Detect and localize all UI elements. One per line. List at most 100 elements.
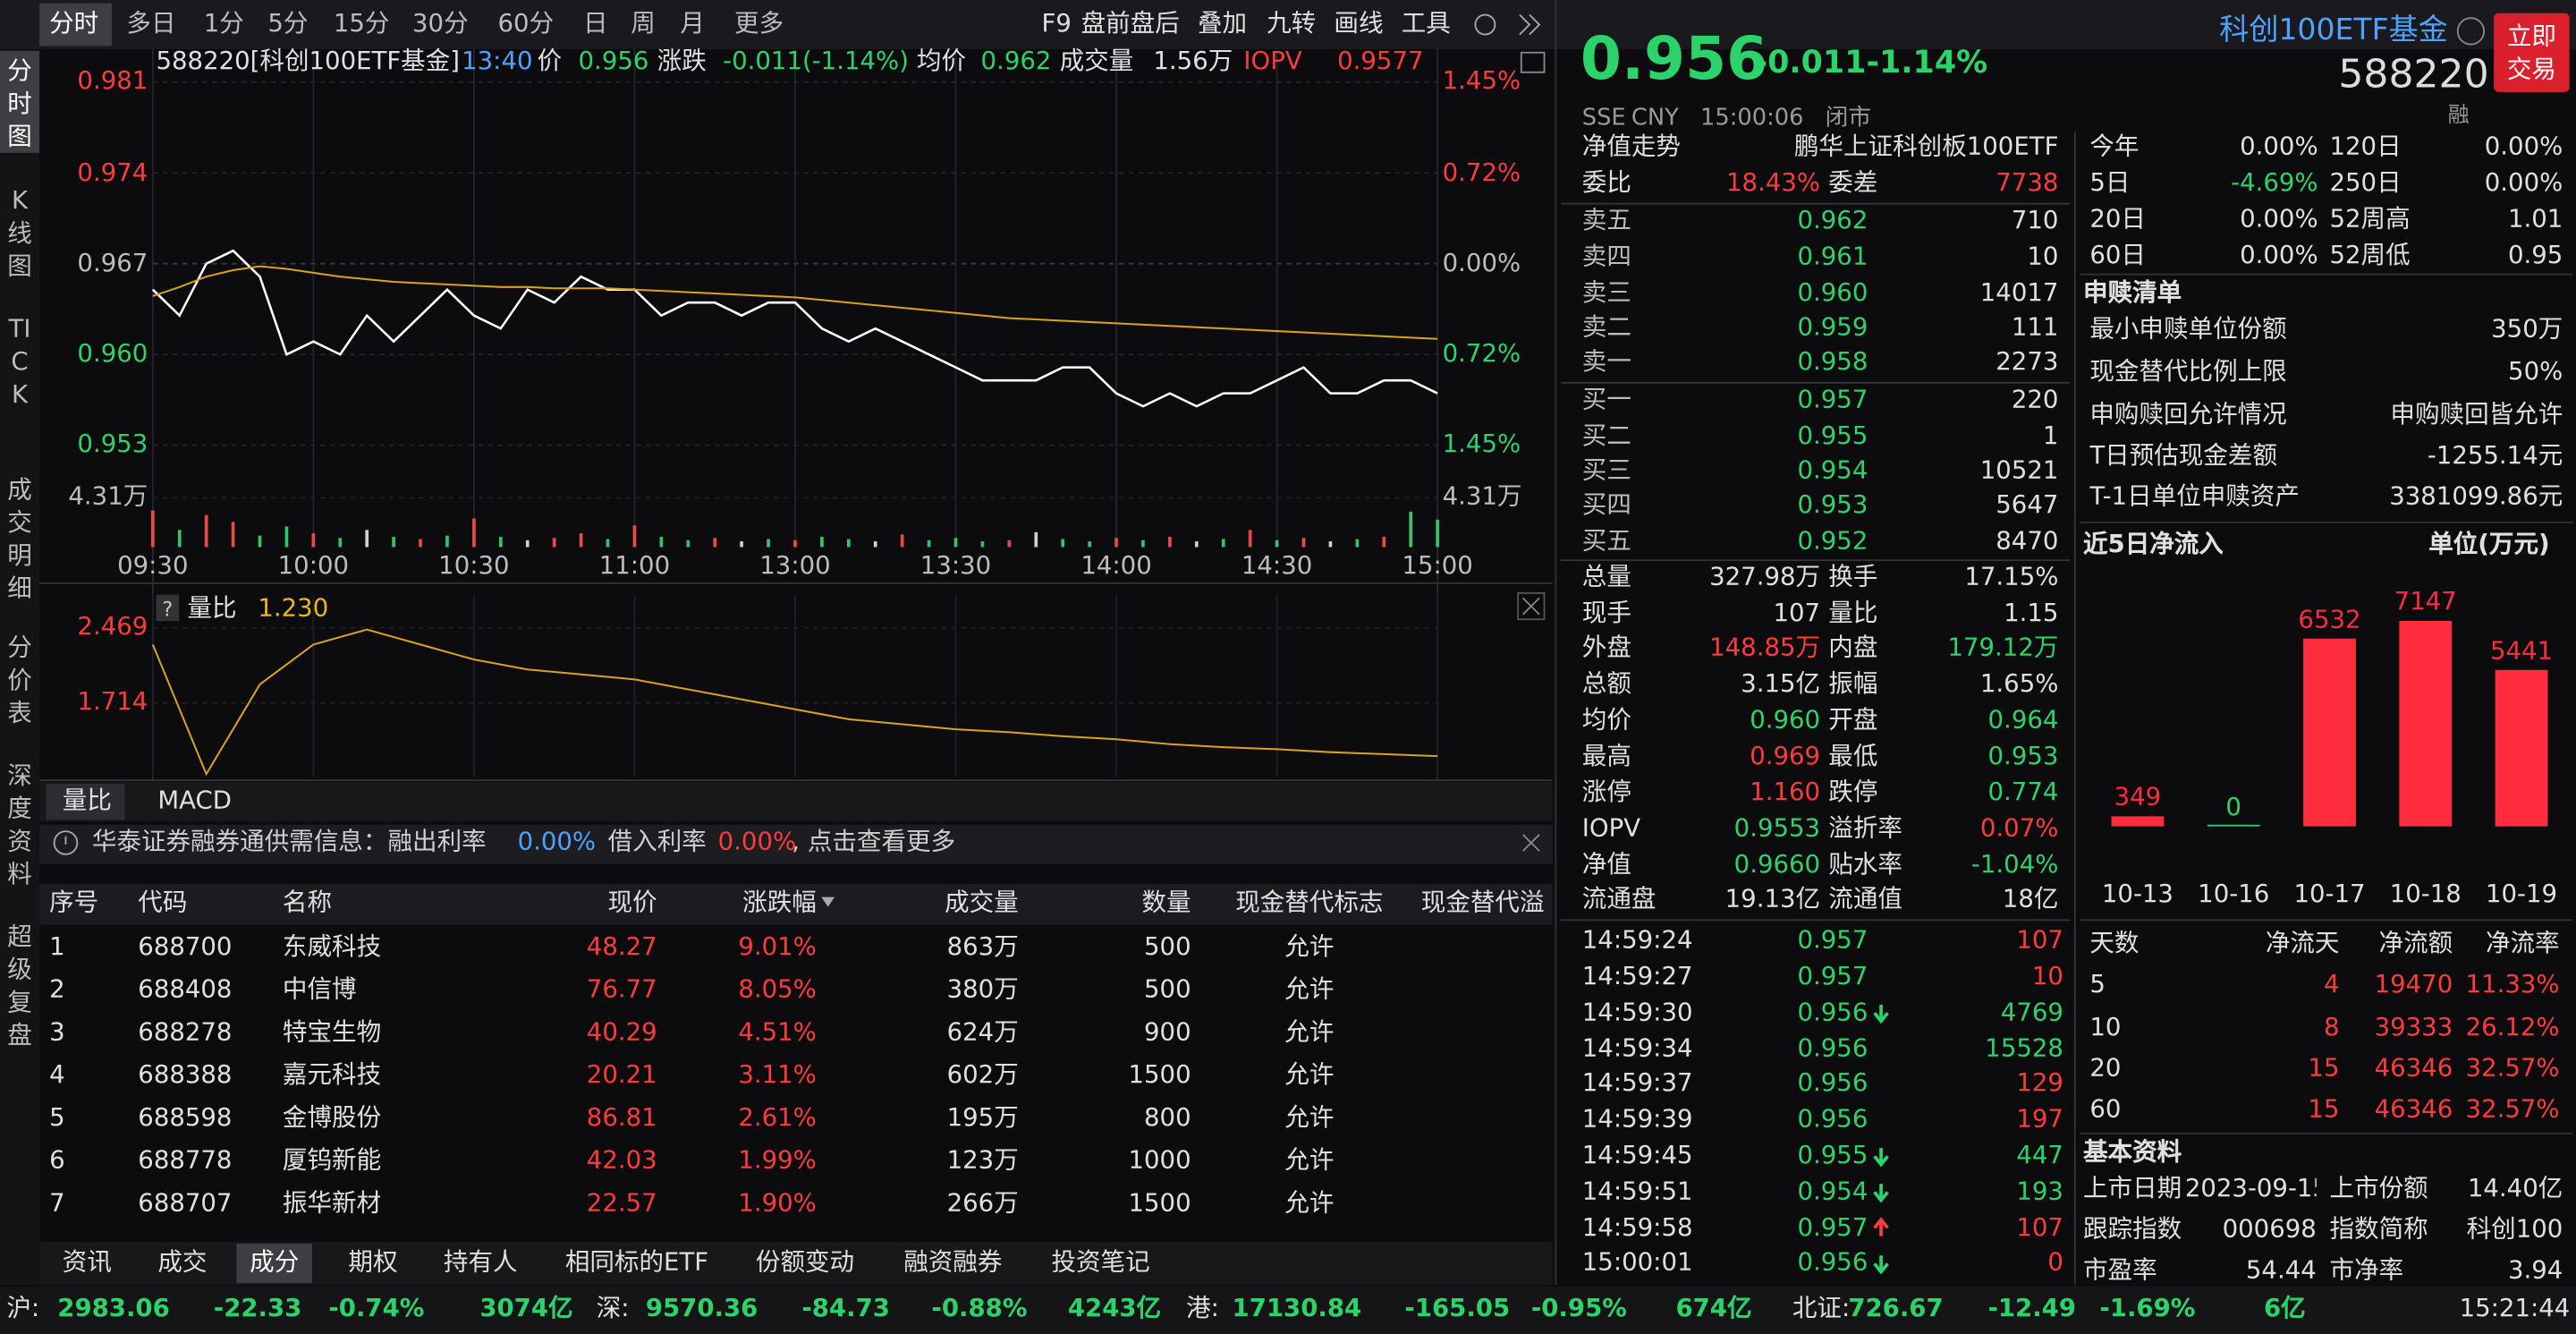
table-cell: 1.99% <box>738 1145 817 1176</box>
tool-button[interactable]: 工具 <box>1401 8 1451 38</box>
settings-icon[interactable] <box>1474 13 1496 36</box>
stat-value: 107 <box>1773 598 1821 628</box>
indicator-tab[interactable]: MACD <box>157 786 232 816</box>
bottom-tab[interactable]: 融资融券 <box>903 1247 1003 1278</box>
side-tab[interactable]: 分时图 <box>7 55 32 151</box>
side-tab[interactable]: 成交明细 <box>7 474 32 603</box>
volume-bar <box>1194 541 1199 548</box>
clock: 15:21:44 <box>2459 1293 2571 1323</box>
bottom-tab[interactable]: 相同标的ETF <box>564 1247 709 1278</box>
bottom-tab[interactable]: 投资笔记 <box>1051 1247 1150 1278</box>
volume-bar <box>767 539 770 548</box>
currency: CNY <box>1631 105 1679 132</box>
expand-icon[interactable] <box>1519 13 1541 36</box>
tool-button[interactable]: F9 <box>1041 8 1072 38</box>
market-value: -1.69% <box>2099 1293 2196 1323</box>
indicator-tab[interactable]: 量比 <box>62 786 112 816</box>
info-label: 上市份额 <box>2329 1173 2428 1203</box>
period-tab[interactable]: 更多 <box>734 8 784 38</box>
info-icon[interactable] <box>2456 17 2486 46</box>
stat-label: IOPV <box>1581 813 1641 844</box>
status-bar <box>0 1286 2576 1334</box>
perf-label: 250日 <box>2329 167 2402 198</box>
side-tab[interactable]: TICK <box>8 313 31 410</box>
tool-button[interactable]: 九转 <box>1267 8 1317 38</box>
side-tab[interactable]: 分价表 <box>7 632 32 728</box>
bottom-tab[interactable]: 成分 <box>250 1247 300 1278</box>
y-tick-label: 0.967 <box>77 247 148 277</box>
period-tab[interactable]: 30分 <box>412 8 469 38</box>
volume-bar <box>686 540 691 548</box>
side-tab[interactable]: 超级复盘 <box>7 922 32 1050</box>
period-tab[interactable]: 月 <box>680 8 705 38</box>
close-button[interactable] <box>1517 591 1546 621</box>
period-tab[interactable]: 1分 <box>203 8 244 38</box>
y-tick-label: 0.974 <box>77 157 148 187</box>
info-link[interactable]: , 点击查看更多 <box>792 827 956 857</box>
y-tick-label: 4.31万 <box>1442 481 1522 512</box>
x-tick-label: 10:00 <box>277 550 350 581</box>
side-tab[interactable]: 深度资料 <box>7 760 32 889</box>
perf-label: 52周高 <box>2329 204 2411 234</box>
bottom-tab[interactable]: 份额变动 <box>755 1247 855 1278</box>
bottom-tab[interactable]: 成交 <box>157 1247 208 1278</box>
market-label: 港: <box>1186 1293 1219 1323</box>
nav-link[interactable]: 净值走势 <box>1581 132 1682 162</box>
unit-label: 单位(万元) <box>2428 529 2550 559</box>
close-icon[interactable] <box>1521 597 1540 616</box>
period-tab[interactable]: 15分 <box>333 8 390 38</box>
stat-value: 0.960 <box>1750 705 1821 735</box>
period-tab[interactable]: 5分 <box>267 8 309 38</box>
trade-button[interactable]: 立即交易 <box>2506 21 2556 84</box>
info-label: 市净率 <box>2329 1255 2404 1286</box>
level-label: 买一 <box>1581 385 1631 415</box>
stat-label: 量比 <box>1828 598 1878 628</box>
bar-value-label: 7147 <box>2394 586 2457 616</box>
level-volume: 2273 <box>1996 346 2059 377</box>
volume-bar <box>579 533 583 548</box>
help-icon-glyph[interactable]: ? <box>163 599 174 622</box>
tool-button[interactable]: 盘前盘后 <box>1080 8 1180 38</box>
x-tick-label: 15:00 <box>1402 550 1473 581</box>
help-icon[interactable] <box>156 594 180 622</box>
period-tab[interactable]: 多日 <box>126 8 176 38</box>
trade-volume: 4769 <box>2000 997 2063 1027</box>
label: 委比 <box>1581 167 1631 198</box>
bottom-tab[interactable]: 资讯 <box>62 1247 112 1278</box>
bottom-tab[interactable]: 持有人 <box>443 1247 518 1278</box>
period-tab[interactable]: 周 <box>631 8 656 38</box>
perf-label: 120日 <box>2329 132 2402 162</box>
table-cell: 39333 <box>2374 1011 2453 1041</box>
trade-button-bg[interactable] <box>2494 13 2570 92</box>
active-tab-bg <box>0 50 40 153</box>
table-cell: 500 <box>1144 974 1191 1005</box>
tool-button[interactable]: 画线 <box>1334 8 1384 38</box>
perf-value: 0.00% <box>2484 167 2563 198</box>
trade-price: 0.954 <box>1797 1176 1868 1206</box>
x-tick-label: 10-18 <box>2389 879 2462 909</box>
table-cell: 4 <box>49 1059 65 1090</box>
tool-button[interactable]: 叠加 <box>1197 8 1248 38</box>
volume-bar <box>445 535 449 548</box>
period-tab[interactable]: 60分 <box>497 8 555 38</box>
volume-bar <box>1436 519 1439 548</box>
market-value: 3074亿 <box>479 1293 573 1323</box>
market-value: 674亿 <box>1675 1293 1752 1323</box>
stat-value: 0.9553 <box>1733 813 1821 844</box>
perf-label: 20日 <box>2089 204 2146 234</box>
table-cell: 863万 <box>946 931 1019 962</box>
bottom-tab[interactable]: 期权 <box>348 1247 398 1278</box>
layout-icon[interactable] <box>1520 51 1546 73</box>
info-text: 华泰证券融券通供需信息：融出利率 <box>91 827 487 857</box>
level-price: 0.961 <box>1797 242 1868 272</box>
period-tab[interactable]: 分时 <box>49 8 99 38</box>
item-label: 现金替代比例上限 <box>2089 356 2287 387</box>
info-label: 跟踪指数 <box>2082 1214 2182 1245</box>
volume-bar <box>606 539 610 548</box>
section-title: 申赎清单 <box>2082 277 2182 308</box>
side-tab[interactable]: K线图 <box>7 185 32 281</box>
close-icon[interactable] <box>1521 834 1540 852</box>
table-header: 数量 <box>1141 888 1191 918</box>
volume-bar <box>1382 536 1386 548</box>
period-tab[interactable]: 日 <box>583 8 608 38</box>
